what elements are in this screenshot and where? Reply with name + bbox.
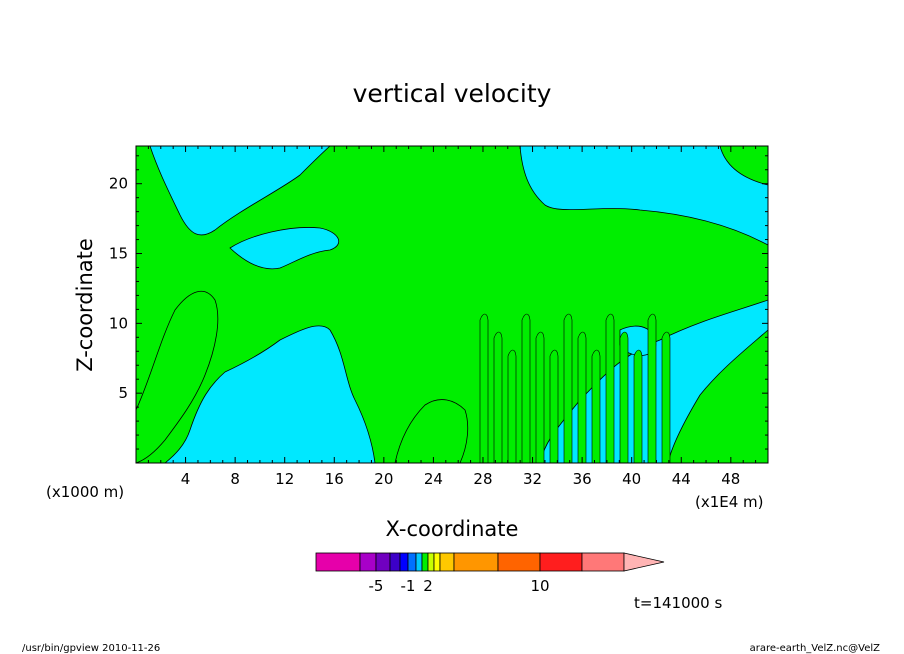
y-tick-label: 20 [109,175,128,193]
positive-finger [535,331,545,463]
colorbar-segment [407,552,417,572]
y-tick-label: 10 [109,314,128,332]
colorbar-label: -1 [401,577,416,595]
positive-finger [549,349,559,463]
positive-region [394,399,469,463]
colorbar-segment [315,552,361,572]
colorbar-label: -5 [369,577,384,595]
y-axis-label: Z-coordinate [73,238,97,372]
colorbar-segment [453,552,499,572]
colorbar [315,552,665,572]
x-tick-label: 28 [473,470,492,488]
positive-finger [619,331,629,463]
time-label: t=141000 s [634,594,722,612]
footer-left: /usr/bin/gpview 2010-11-26 [22,643,160,654]
negative-region [229,227,340,270]
x-tick-label: 32 [523,470,542,488]
x-tick-label: 24 [424,470,443,488]
colorbar-segment [497,552,541,572]
x-axis-label: X-coordinate [386,517,519,541]
colorbar-segment [433,552,441,572]
x-tick-label: 20 [374,470,393,488]
colorbar-labels: -5 -1 2 10 [369,577,550,595]
positive-finger [507,349,517,463]
y-tick-label: 15 [109,245,128,263]
x-tick-label: 36 [573,470,592,488]
plot-frame [135,145,769,464]
positive-finger [479,313,489,463]
positive-finger [577,331,587,463]
x-tick-label: 40 [622,470,641,488]
x-tick-label: 44 [672,470,691,488]
positive-finger [563,313,573,463]
colorbar-segment [421,552,429,572]
positive-region [719,146,768,186]
x-tick-label: 8 [230,470,240,488]
positive-finger [633,349,643,463]
y-tick-label: 5 [118,384,128,402]
positive-finger [521,313,531,463]
colorbar-arrow [623,552,665,572]
y-axis: 5 10 15 20 [109,155,768,450]
colorbar-segment [427,552,435,572]
colorbar-label: 10 [530,577,549,595]
x-tick-label: 4 [181,470,191,488]
positive-region [136,290,219,463]
x-tick-label: 16 [325,470,344,488]
positive-regions [136,146,768,463]
colorbar-segment [399,552,409,572]
positive-finger [661,331,671,463]
x-tick-label: 12 [275,470,294,488]
positive-finger [591,349,601,463]
footer-right: arare-earth_VelZ.nc@VelZ [750,643,881,654]
positive-finger [647,313,657,463]
colorbar-segment [359,552,377,572]
plot-area [136,146,768,463]
colorbar-segment [539,552,583,572]
colorbar-segment [415,552,423,572]
positive-finger [605,313,615,463]
x-unit-note: (x1000 m) [46,483,124,501]
x-tick-label: 48 [721,470,740,488]
positive-region [136,146,768,463]
x-unit-note-right: (x1E4 m) [695,493,764,511]
colorbar-segment [439,552,455,572]
x-axis: 4 8 12 16 20 24 28 32 36 40 44 48 [147,146,757,488]
colorbar-segment [389,552,401,572]
colorbar-segment [581,552,625,572]
chart-title: vertical velocity [353,79,552,108]
colorbar-label: 2 [423,577,433,595]
colorbar-segment [375,552,391,572]
positive-finger [493,331,503,463]
